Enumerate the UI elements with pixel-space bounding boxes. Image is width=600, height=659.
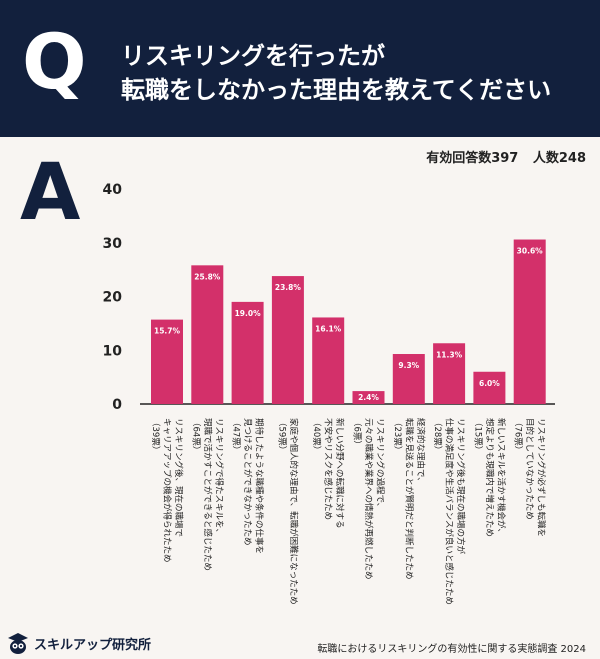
y-tick-label: 20	[103, 290, 123, 306]
bar-value-label: 30.6%	[517, 247, 544, 256]
bar	[151, 319, 183, 404]
answer-letter: A	[20, 148, 81, 238]
bar-value-label: 2.4%	[358, 393, 379, 402]
category-label: リスキリングで得たスキルを、	[213, 418, 224, 537]
header-banner: Q リスキリングを行ったが 転職をしなかった理由を教えてください	[0, 0, 600, 137]
question-mark-letter: Q	[22, 17, 87, 106]
bar-value-label: 15.7%	[154, 327, 181, 336]
y-tick-label: 40	[103, 182, 123, 198]
bar	[231, 301, 264, 404]
question-title-line-1: リスキリングを行ったが	[121, 42, 385, 70]
category-label: （76票）	[513, 418, 524, 454]
bar-value-label: 19.0%	[235, 309, 262, 318]
bar	[191, 265, 224, 404]
category-label: （59票）	[277, 418, 288, 454]
category-label: 新しい分野への転職に対する	[334, 418, 345, 529]
category-label: 転職を見送ることが賢明だと判断したため	[403, 418, 414, 580]
category-label: リスキリングが必ずしも転職を	[536, 418, 547, 537]
owl-graduate-icon	[8, 633, 28, 654]
bar-value-label: 11.3%	[436, 350, 463, 359]
bar	[392, 354, 425, 404]
survey-source: 転職におけるリスキリングの有効性に関する実態調査 2024	[317, 644, 586, 655]
bar	[473, 371, 506, 404]
category-label: （23票）	[392, 418, 403, 454]
bar	[433, 343, 466, 404]
category-label: （6票）	[352, 418, 363, 449]
category-label: 目的としていなかったため	[524, 418, 535, 520]
category-label: 見つけることができなかったため	[242, 418, 253, 546]
category-label: （47票）	[231, 418, 242, 454]
category-label: リスキリング後、現在の職場で	[173, 418, 184, 537]
category-label: （15票）	[472, 418, 483, 454]
bar-value-label: 25.8%	[194, 272, 221, 281]
y-tick-label: 30	[103, 236, 123, 252]
category-label: 経済的な理由で、	[415, 418, 426, 486]
category-label: 想定よりも現職内で増えたため	[484, 418, 495, 537]
category-label: リスキリング後も現在の職場の方が	[455, 418, 466, 555]
category-label: 期待したような職種や条件の仕事を	[254, 418, 265, 554]
category-label: 現職で活かすことができると感じたため	[202, 418, 213, 571]
category-label: キャリアアップの機会が得られたため	[162, 418, 173, 563]
bar	[352, 391, 385, 404]
category-label: リスキリングの過程で、	[375, 418, 386, 511]
respondents-count: 人数248	[532, 151, 586, 166]
bar	[271, 276, 304, 404]
bar-chart: 0 10 20 30 40 15.7% リスキリング後、現在の職場でキャリアアップの機会が得…	[103, 182, 555, 605]
category-label: 仕事の満足度や生活バランスが良いと感じたため	[444, 418, 455, 605]
response-counts: 有効回答数397 人数248	[416, 147, 586, 166]
bar-value-label: 9.3%	[398, 361, 419, 370]
category-label: （40票）	[311, 418, 322, 454]
y-tick-label: 10	[103, 343, 123, 359]
brand-name: スキルアップ研究所	[34, 637, 152, 653]
question-title-line-2: 転職をしなかった理由を教えてください	[121, 76, 552, 104]
category-label: （28票）	[432, 418, 443, 454]
category-label: （64票）	[190, 418, 201, 454]
category-label: 不安やリスクを感じたため	[323, 418, 334, 520]
bar-value-label: 16.1%	[315, 324, 342, 333]
valid-responses-count: 有効回答数397	[426, 151, 519, 166]
category-label: （39票）	[150, 418, 161, 454]
y-tick-label: 0	[112, 397, 122, 413]
category-label: 新しいスキルを活かす機会が、	[495, 418, 506, 537]
bar	[513, 239, 546, 404]
brand-logo: スキルアップ研究所	[6, 631, 151, 655]
bar-value-label: 23.8%	[275, 283, 302, 292]
bar-value-label: 6.0%	[479, 379, 500, 388]
bar	[312, 317, 345, 404]
category-label: 家庭や個人的な理由で、転職が困難になったため	[288, 418, 299, 605]
category-label: 元々の職業や業界への情熱が再燃したため	[363, 418, 374, 580]
